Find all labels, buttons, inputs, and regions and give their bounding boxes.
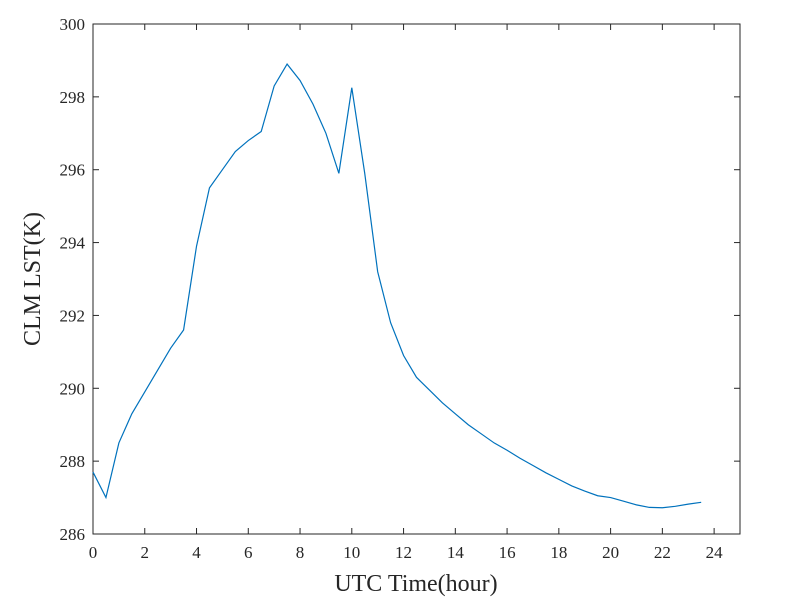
x-tick-label: 4 (192, 543, 201, 562)
x-tick-label: 14 (447, 543, 465, 562)
x-tick-label: 18 (550, 543, 567, 562)
plot-frame (92, 23, 741, 535)
x-tick-label: 0 (89, 543, 98, 562)
y-tick-label: 294 (60, 234, 86, 253)
x-tick-label: 16 (499, 543, 516, 562)
y-axis-label: CLM LST(K) (20, 212, 46, 346)
x-tick-label: 22 (654, 543, 671, 562)
x-tick-label: 20 (602, 543, 619, 562)
x-tick-label: 24 (706, 543, 724, 562)
y-tick-label: 288 (60, 452, 86, 471)
y-tick-label: 296 (60, 161, 86, 180)
y-tick-label: 290 (60, 379, 86, 398)
data-line (92, 63, 702, 509)
x-tick-label: 2 (141, 543, 150, 562)
x-tick-label: 10 (343, 543, 360, 562)
y-tick-label: 292 (60, 306, 86, 325)
x-axis-label: UTC Time(hour) (334, 571, 497, 597)
y-tick-label: 286 (60, 525, 86, 544)
y-tick-label: 298 (60, 88, 86, 107)
x-tick-label: 12 (395, 543, 412, 562)
y-tick-label: 300 (60, 15, 86, 34)
x-tick-label: 8 (296, 543, 305, 562)
x-tick-label: 6 (244, 543, 253, 562)
